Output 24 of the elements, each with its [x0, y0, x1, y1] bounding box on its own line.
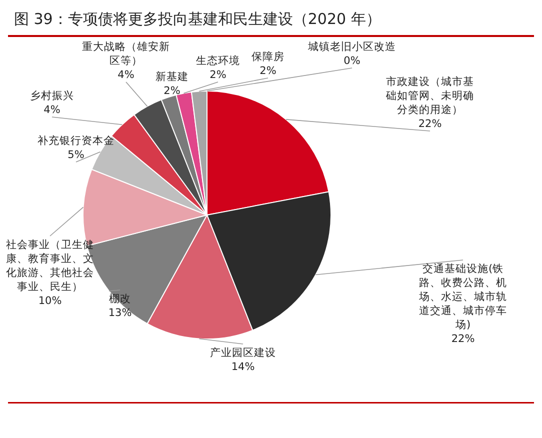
text: 0%: [344, 55, 360, 67]
data-label: 2%: [260, 65, 276, 77]
slice-label: 新基建: [156, 70, 188, 83]
data-label: 4%: [118, 69, 134, 81]
chart-title: 图 39：专项债将更多投向基建和民生建设（2020 年）: [14, 10, 381, 28]
slice-label: 棚改: [109, 293, 131, 305]
data-label: 2%: [210, 69, 226, 81]
data-label: 4%: [44, 104, 60, 116]
data-label: 2%: [164, 85, 180, 97]
slice-label: 补充银行资本金: [38, 134, 114, 147]
data-label: 5%: [68, 149, 84, 161]
data-label: 22%: [451, 333, 475, 345]
data-label: 22%: [418, 118, 442, 130]
slice-label: 交通基础设施(铁路、收费公路、机场、水运、城市轨道交通、城市停车场): [418, 262, 507, 331]
data-label: 13%: [108, 307, 132, 319]
slice-label: 产业园区建设: [210, 346, 276, 359]
data-label: 14%: [231, 361, 255, 373]
slice-label: 保障房: [252, 50, 284, 63]
slice-label: 市政建设（城市基础如管网、未明确分类的用途）: [385, 75, 474, 116]
data-label: 10%: [38, 295, 62, 307]
slice-label: 生态环境: [196, 54, 240, 67]
slice-label: 重大战略（雄安新区等）: [82, 40, 170, 67]
category-label: 城镇老旧小区改造: [308, 41, 396, 53]
slice-label: 乡村振兴: [30, 89, 74, 102]
